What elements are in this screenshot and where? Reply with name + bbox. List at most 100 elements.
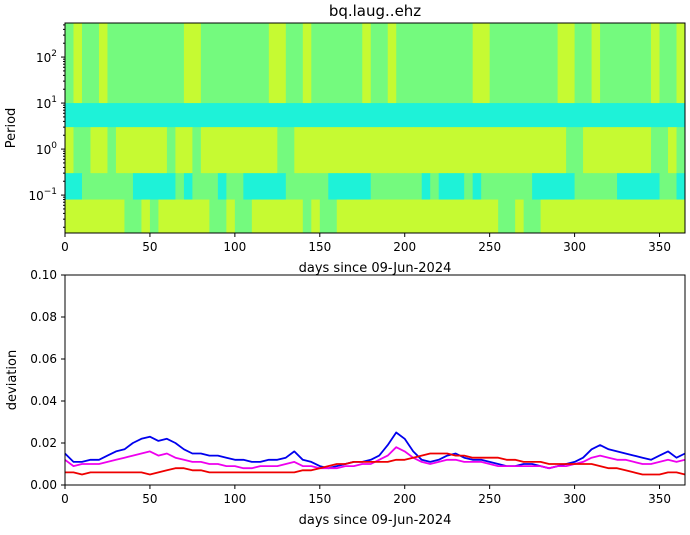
- heatmap-cell: [192, 127, 202, 174]
- heatmap-cell: [549, 199, 559, 233]
- heatmap-cell: [260, 103, 270, 128]
- heatmap-cell: [591, 23, 601, 104]
- heatmap-cell: [209, 103, 219, 128]
- heatmap-cell: [617, 127, 627, 174]
- heatmap-cell: [404, 23, 414, 104]
- heatmap-x-ticks: 0 50 100 150 200 250 300 350: [61, 233, 671, 254]
- heatmap-cell: [430, 173, 440, 201]
- heatmap-cell: [540, 199, 550, 233]
- heatmap-cell: [345, 103, 355, 128]
- heatmap-cell: [625, 103, 635, 128]
- heatmap-cell: [404, 103, 414, 128]
- heatmap-cell: [396, 103, 406, 128]
- heatmap-cell: [676, 127, 685, 174]
- heatmap-panel: bq.laug..ehz 0 50 100 150 200 250 300 350 10−11…: [4, 2, 686, 276]
- heatmap-cell: [328, 127, 338, 174]
- heatmap-cell: [90, 173, 100, 201]
- x-tick-label: 0: [61, 240, 69, 254]
- heatmap-cell: [557, 127, 567, 174]
- heatmap-cell: [608, 199, 618, 233]
- heatmap-cell: [557, 103, 567, 128]
- heatmap-cell: [362, 103, 372, 128]
- heatmap-cell: [617, 199, 627, 233]
- heatmap-cell: [149, 199, 159, 233]
- heatmap-cell: [277, 103, 287, 128]
- heatmap-cell: [634, 173, 644, 201]
- heatmap-cell: [260, 23, 270, 104]
- heatmap-cell: [302, 199, 312, 233]
- heatmap-cell: [651, 103, 661, 128]
- heatmap-cell: [387, 23, 397, 104]
- heatmap-cell: [668, 23, 678, 104]
- heatmap-cell: [489, 127, 499, 174]
- heatmap-cell: [107, 173, 117, 201]
- heatmap-cell: [90, 103, 100, 128]
- heatmap-cell: [540, 103, 550, 128]
- heatmap-cell: [370, 127, 380, 174]
- heatmap-cell: [251, 199, 261, 233]
- heatmap-cell: [608, 23, 618, 104]
- heatmap-cell: [141, 127, 151, 174]
- heatmap-cell: [268, 103, 278, 128]
- heatmap-cell: [472, 23, 482, 104]
- heatmap-cell: [634, 103, 644, 128]
- x-tick-label: 50: [142, 492, 157, 506]
- heatmap-cell: [141, 173, 151, 201]
- heatmap-cell: [260, 173, 270, 201]
- heatmap-cell: [124, 103, 134, 128]
- heatmap-cell: [523, 103, 533, 128]
- heatmap-cell: [583, 199, 593, 233]
- heatmap-cell: [336, 23, 346, 104]
- heatmap-cell: [523, 23, 533, 104]
- heatmap-cell: [634, 127, 644, 174]
- heatmap-cell: [438, 103, 448, 128]
- heatmap-cell: [566, 173, 576, 201]
- heatmap-cell: [200, 199, 210, 233]
- heatmap-cell: [676, 173, 685, 201]
- heatmap-cell: [107, 199, 117, 233]
- heatmap-cell: [251, 103, 261, 128]
- heatmap-cell: [149, 173, 159, 201]
- heatmap-cell: [625, 173, 635, 201]
- heatmap-cell: [651, 173, 661, 201]
- heatmap-cell: [268, 199, 278, 233]
- heatmap-cell: [523, 199, 533, 233]
- heatmap-cell: [81, 23, 91, 104]
- heatmap-cell: [506, 127, 516, 174]
- heatmap-cell: [73, 173, 83, 201]
- heatmap-cell: [345, 173, 355, 201]
- heatmap-title: bq.laug..ehz: [329, 2, 421, 20]
- heatmap-cell: [65, 199, 74, 233]
- heatmap-cell: [353, 127, 363, 174]
- heatmap-cell: [336, 173, 346, 201]
- heatmap-cell: [396, 199, 406, 233]
- heatmap-cell: [115, 173, 125, 201]
- y-tick-label: 10−1: [28, 187, 57, 203]
- heatmap-cell: [319, 173, 329, 201]
- heatmap-cell: [506, 199, 516, 233]
- line-x-ticks: 0 50 100 150 200 250 300 350: [61, 485, 671, 506]
- heatmap-cell: [379, 23, 389, 104]
- series-line: [65, 452, 686, 476]
- heatmap-cell: [183, 103, 193, 128]
- heatmap-cell: [353, 173, 363, 201]
- heatmap-cell: [413, 199, 423, 233]
- heatmap-cell: [345, 23, 355, 104]
- heatmap-cell: [149, 103, 159, 128]
- heatmap-cell: [268, 173, 278, 201]
- heatmap-cell: [668, 173, 678, 201]
- heatmap-cell: [566, 23, 576, 104]
- heatmap-cell: [226, 103, 236, 128]
- x-tick-label: 0: [61, 492, 69, 506]
- heatmap-cell: [192, 23, 202, 104]
- heatmap-cell: [200, 23, 210, 104]
- heatmap-cell: [438, 23, 448, 104]
- heatmap-cell: [90, 23, 100, 104]
- heatmap-cell: [98, 199, 108, 233]
- heatmap-cell: [600, 173, 610, 201]
- heatmap-cell: [362, 23, 372, 104]
- heatmap-cell: [523, 127, 533, 174]
- heatmap-cell: [98, 103, 108, 128]
- heatmap-cell: [532, 103, 542, 128]
